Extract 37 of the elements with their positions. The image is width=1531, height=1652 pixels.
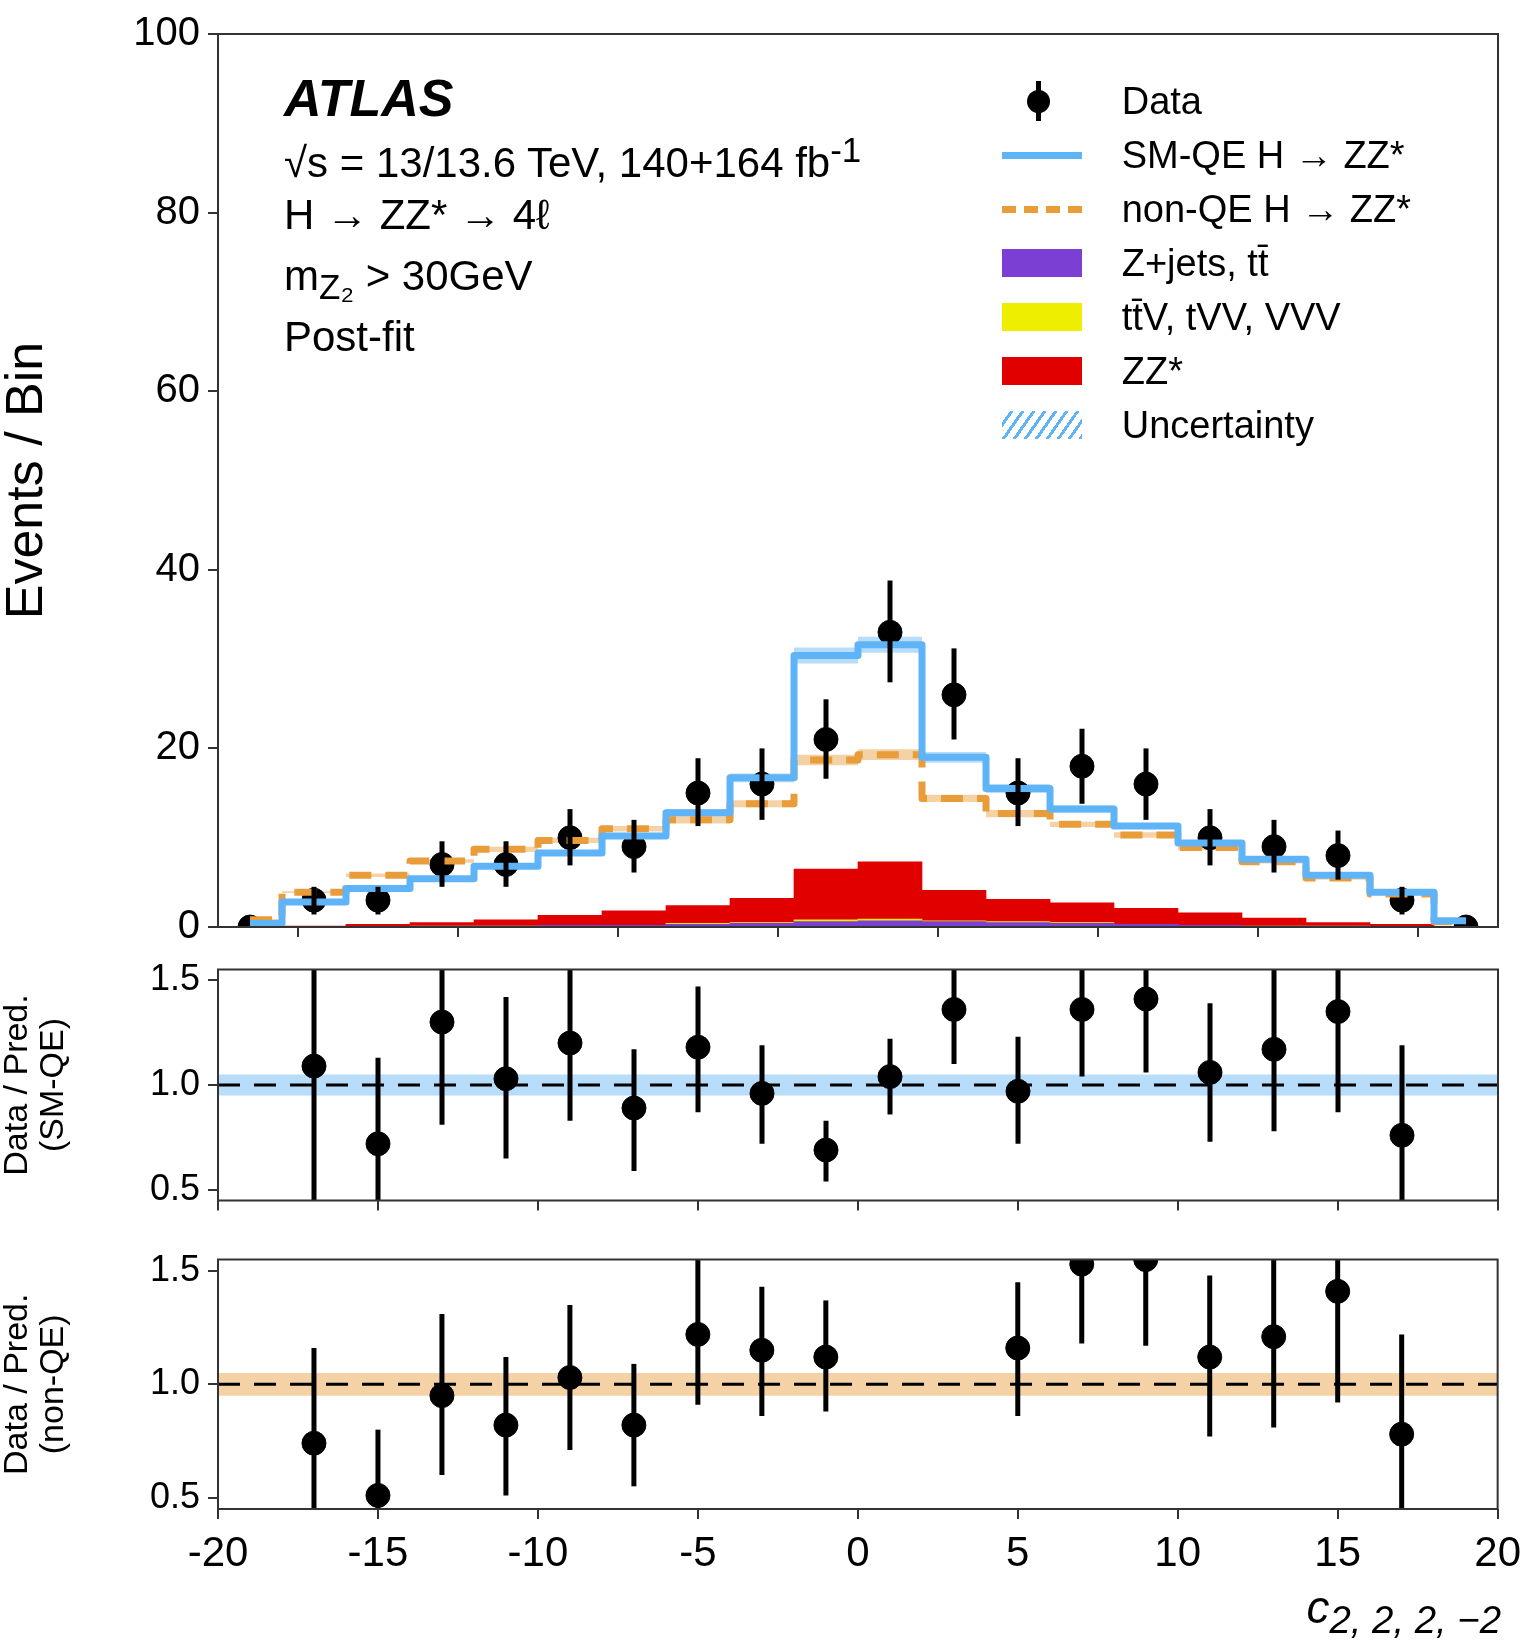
x-tick-label: -20 — [187, 1527, 249, 1575]
y-tick-label: 0.5 — [149, 1474, 200, 1516]
annotation: √s = 13/13.6 TeV, 140+164 fb$^{-1}$ — [284, 130, 862, 187]
x-tick-label: -15 — [347, 1527, 409, 1575]
y-tick-label: 0.5 — [149, 1166, 200, 1208]
legend-label: tt̄V, tVV, VVV — [1121, 295, 1341, 339]
y-tick-label: 0 — [177, 902, 200, 947]
y-tick-label: 1.0 — [149, 1361, 200, 1403]
y-axis-title: Data / Pred. (non-QE) — [0, 1293, 70, 1476]
y-tick-label: 100 — [133, 9, 200, 54]
y-axis-title: Data / Pred. (SM-QE) — [0, 994, 70, 1176]
x-tick-label: 15 — [1314, 1527, 1362, 1575]
legend-label: Uncertainty — [1121, 403, 1314, 447]
legend-label: ZZ* — [1121, 349, 1183, 393]
legend-label: Z+jets, tt̄ — [1121, 241, 1269, 285]
x-tick-label: 0 — [846, 1527, 870, 1575]
y-tick-label: 60 — [155, 366, 200, 411]
y-tick-label: 80 — [155, 187, 200, 232]
x-tick-label: 10 — [1154, 1527, 1202, 1575]
x-tick-label: -10 — [507, 1527, 569, 1575]
y-tick-label: 1.0 — [149, 1061, 200, 1103]
annotation: H → ZZ* → 4ℓ — [284, 191, 550, 239]
y-axis-title: Events / Bin — [0, 341, 53, 620]
annotation: m$_{Z₂}$ > 30GeV — [284, 252, 533, 307]
x-tick-label: 5 — [1006, 1527, 1030, 1575]
y-tick-label: 40 — [155, 544, 200, 589]
x-tick-label: 20 — [1474, 1527, 1521, 1575]
legend-label: Data — [1121, 79, 1202, 123]
x-tick-label: -5 — [679, 1527, 717, 1575]
y-tick-label: 1.5 — [149, 1247, 200, 1289]
annotation: Post-fit — [284, 313, 415, 361]
x-axis-title: c$_{2, 2, 2, −2}$ — [1306, 1580, 1501, 1643]
annotation: ATLAS — [284, 69, 454, 128]
legend-label: SM-QE H → ZZ* — [1121, 133, 1405, 177]
legend-label: non-QE H → ZZ* — [1121, 187, 1411, 231]
y-tick-label: 1.5 — [149, 957, 200, 999]
y-tick-label: 20 — [155, 723, 200, 768]
